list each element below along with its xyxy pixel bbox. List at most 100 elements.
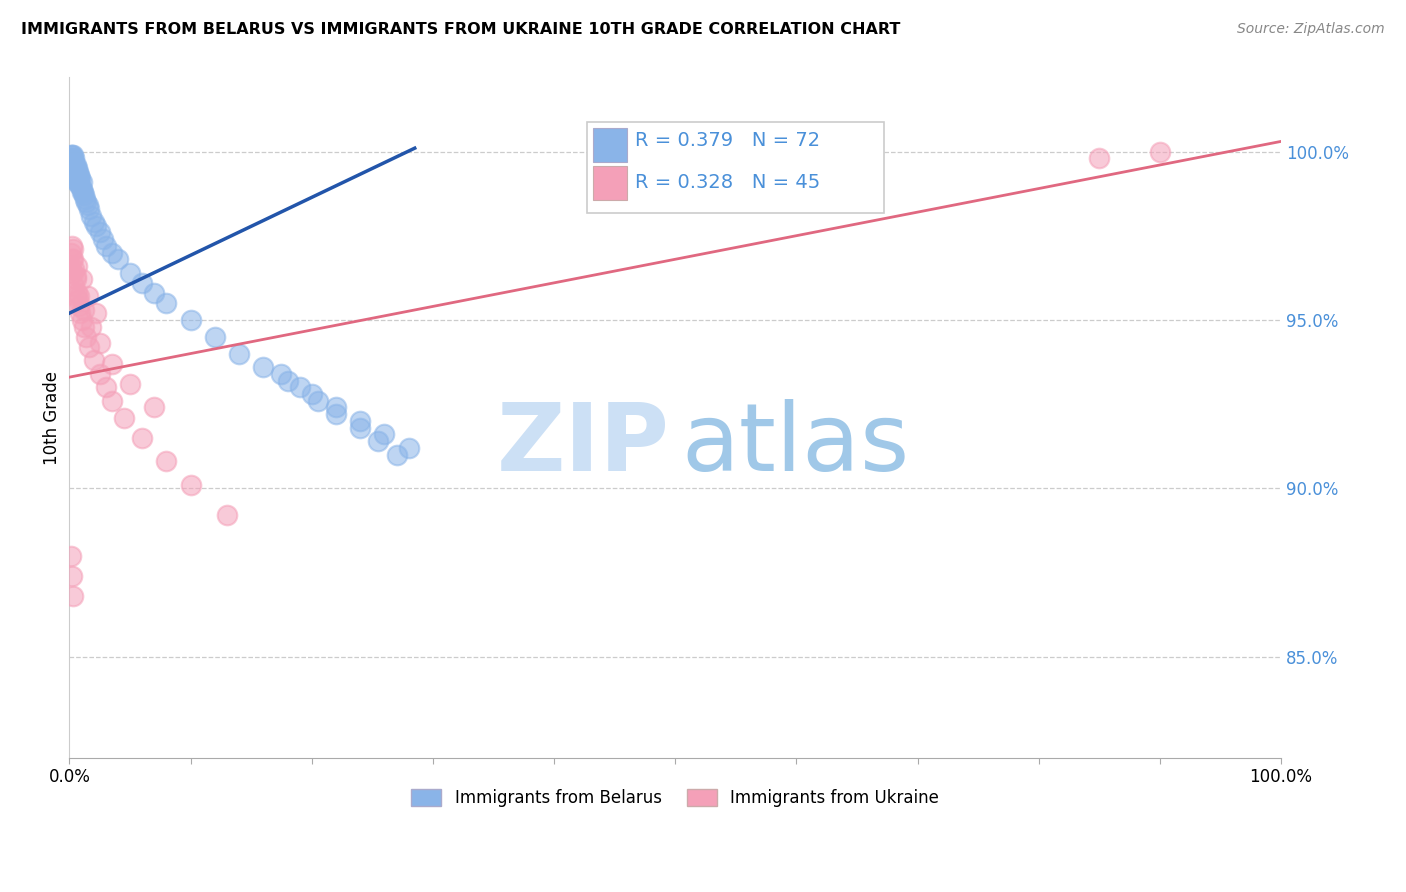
Point (66, 285, 89, 300)
Point (66, 168, 89, 182)
FancyBboxPatch shape (586, 121, 883, 213)
Point (60, 148, 83, 162)
Point (398, 441, 420, 455)
Point (65, 289, 87, 303)
Point (307, 393, 329, 408)
Text: R = 0.328   N = 45: R = 0.328 N = 45 (636, 173, 821, 193)
Point (62, 158, 84, 172)
Point (228, 346, 250, 360)
Point (66, 175, 89, 189)
Point (69, 178, 91, 193)
Point (66, 168, 89, 182)
Point (325, 401, 347, 415)
Point (63, 158, 86, 172)
Point (385, 448, 408, 462)
Point (118, 266, 141, 280)
Y-axis label: 10th Grade: 10th Grade (44, 370, 60, 465)
Point (62, 252, 84, 267)
Point (349, 420, 371, 434)
Point (67, 289, 90, 303)
Point (84, 219, 107, 233)
Point (59, 549, 82, 563)
Point (349, 414, 371, 428)
Point (60, 154, 83, 169)
Point (59, 154, 82, 169)
Point (89, 336, 111, 351)
Point (65, 165, 87, 179)
Point (83, 353, 105, 368)
Point (83, 215, 105, 229)
Point (67, 300, 90, 314)
Point (59, 262, 82, 277)
Point (69, 171, 91, 186)
Point (59, 245, 82, 260)
Point (94, 239, 117, 253)
Point (93, 232, 115, 246)
Point (215, 508, 238, 523)
Text: atlas: atlas (682, 399, 910, 491)
Point (143, 401, 166, 415)
Point (77, 340, 100, 354)
Point (65, 269, 87, 284)
Point (101, 357, 124, 371)
Point (67, 168, 90, 182)
Point (89, 367, 111, 381)
Point (66, 175, 89, 189)
Point (204, 329, 226, 343)
Point (131, 276, 153, 290)
Point (69, 306, 91, 320)
Point (66, 259, 89, 273)
Point (75, 329, 97, 343)
Point (63, 151, 86, 165)
Bar (593, 166, 627, 200)
Point (65, 272, 87, 286)
Point (107, 252, 129, 267)
Point (94, 380, 117, 394)
Point (76, 289, 98, 303)
Point (63, 262, 86, 277)
Text: R = 0.379   N = 72: R = 0.379 N = 72 (636, 131, 820, 150)
Text: Source: ZipAtlas.com: Source: ZipAtlas.com (1237, 22, 1385, 37)
Point (62, 165, 84, 179)
Point (70, 185, 93, 199)
Point (325, 407, 347, 421)
Point (276, 374, 298, 388)
Point (80, 319, 103, 334)
Point (65, 158, 87, 172)
Point (155, 296, 177, 310)
Legend: Immigrants from Belarus, Immigrants from Ukraine: Immigrants from Belarus, Immigrants from… (405, 782, 946, 814)
Point (1149, 145, 1171, 159)
Point (73, 319, 96, 334)
Point (84, 306, 107, 320)
Point (63, 168, 86, 182)
Point (62, 266, 84, 280)
Point (67, 178, 90, 193)
Text: IMMIGRANTS FROM BELARUS VS IMMIGRANTS FROM UKRAINE 10TH GRADE CORRELATION CHART: IMMIGRANTS FROM BELARUS VS IMMIGRANTS FR… (21, 22, 900, 37)
Point (63, 161, 86, 176)
Point (80, 209, 103, 223)
Point (63, 154, 86, 169)
Point (60, 161, 83, 176)
Point (101, 393, 124, 408)
Point (301, 387, 323, 401)
Point (89, 225, 111, 239)
Point (155, 454, 177, 468)
Point (62, 242, 84, 256)
Point (65, 161, 87, 176)
Point (76, 198, 98, 212)
Point (180, 478, 202, 492)
Point (59, 148, 82, 162)
Point (73, 188, 96, 202)
Point (131, 431, 153, 445)
Point (60, 239, 83, 253)
Bar (593, 128, 627, 162)
Point (62, 154, 84, 169)
Point (72, 185, 94, 199)
Point (59, 151, 82, 165)
Point (66, 161, 89, 176)
Point (60, 151, 83, 165)
Point (75, 192, 97, 206)
Point (66, 165, 89, 179)
Point (60, 569, 83, 583)
Point (62, 589, 84, 603)
